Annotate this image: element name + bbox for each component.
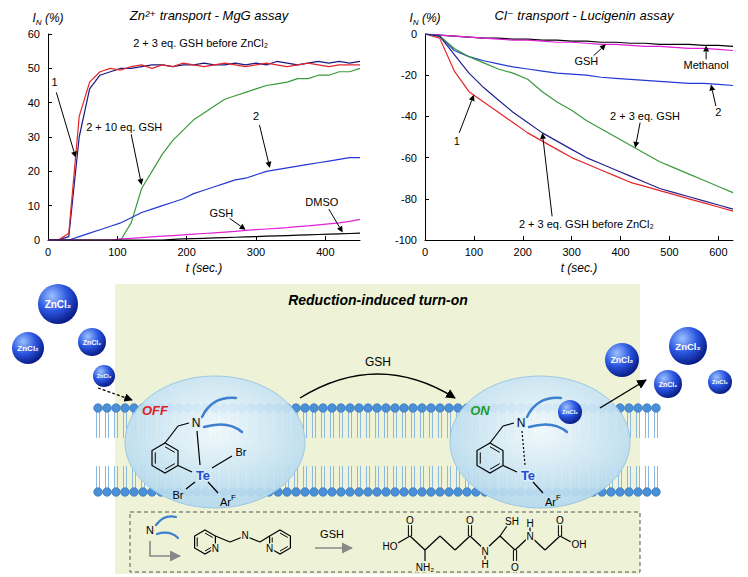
svg-text:2 + 3 eq. GSH: 2 + 3 eq. GSH <box>610 110 680 122</box>
svg-text:Br: Br <box>236 446 247 458</box>
svg-text:GSH: GSH <box>209 207 233 219</box>
svg-text:500: 500 <box>660 246 678 258</box>
svg-text:t (sec.): t (sec.) <box>186 261 223 275</box>
svg-text:(%): (%) <box>419 11 441 25</box>
svg-text:0: 0 <box>34 234 40 246</box>
html-text:IN: IN <box>32 11 42 27</box>
svg-text:50: 50 <box>28 62 40 74</box>
svg-text:O: O <box>511 562 519 573</box>
svg-text:DMSO: DMSO <box>305 196 338 208</box>
svg-text:-80: -80 <box>401 193 417 205</box>
svg-text:300: 300 <box>562 246 580 258</box>
svg-text:2 + 10 eq. GSH: 2 + 10 eq. GSH <box>86 121 162 133</box>
svg-text:ZnCl₂: ZnCl₂ <box>83 339 102 346</box>
svg-text:N: N <box>241 530 248 541</box>
svg-text:ZnCl₂: ZnCl₂ <box>675 341 700 352</box>
svg-text:ZnCl₂: ZnCl₂ <box>45 299 72 310</box>
svg-text:NH₂: NH₂ <box>416 562 434 573</box>
svg-text:ZnCl₂: ZnCl₂ <box>712 379 728 385</box>
svg-text:Methanol: Methanol <box>683 59 728 71</box>
svg-text:GSH: GSH <box>365 355 391 369</box>
svg-text:N: N <box>517 416 526 430</box>
svg-text:GSH: GSH <box>320 528 344 540</box>
svg-text:Cl⁻ transport - Lucigenin assa: Cl⁻ transport - Lucigenin assay <box>495 8 675 23</box>
svg-text:40: 40 <box>28 97 40 109</box>
svg-text:-60: -60 <box>401 152 417 164</box>
svg-text:20: 20 <box>28 165 40 177</box>
svg-text:Te: Te <box>196 468 210 483</box>
svg-text:O: O <box>556 515 564 526</box>
svg-text:H: H <box>481 559 488 570</box>
svg-text:-40: -40 <box>401 110 417 122</box>
svg-text:O: O <box>406 515 414 526</box>
svg-text:N: N <box>146 524 154 536</box>
svg-text:Br: Br <box>173 489 184 501</box>
svg-text:0: 0 <box>411 28 417 40</box>
svg-text:t (sec.): t (sec.) <box>561 261 598 275</box>
svg-text:100: 100 <box>108 246 126 258</box>
svg-text:HO: HO <box>383 541 398 552</box>
svg-text:2 + 3 eq. GSH before ZnCl₂: 2 + 3 eq. GSH before ZnCl₂ <box>133 37 268 49</box>
svg-text:2: 2 <box>253 110 259 122</box>
svg-text:GSH: GSH <box>574 55 598 67</box>
svg-text:OH: OH <box>572 539 587 550</box>
svg-text:ZnCl₂: ZnCl₂ <box>97 373 112 379</box>
svg-text:2: 2 <box>715 106 721 118</box>
svg-text:OFF: OFF <box>142 403 169 418</box>
svg-text:Te: Te <box>521 468 535 483</box>
svg-text:0: 0 <box>45 246 51 258</box>
svg-text:ON: ON <box>470 403 490 418</box>
svg-text:ZnCl₂: ZnCl₂ <box>611 355 634 365</box>
svg-text:O: O <box>466 515 474 526</box>
svg-text:10: 10 <box>28 200 40 212</box>
svg-text:Reduction-induced turn-on: Reduction-induced turn-on <box>288 292 468 308</box>
svg-text:ZnCl₂: ZnCl₂ <box>562 409 578 415</box>
svg-text:100: 100 <box>465 246 483 258</box>
svg-text:200: 200 <box>514 246 532 258</box>
svg-text:60: 60 <box>28 28 40 40</box>
html-text:IN: IN <box>409 11 419 27</box>
svg-text:-100: -100 <box>395 234 417 246</box>
svg-text:400: 400 <box>611 246 629 258</box>
svg-text:300: 300 <box>247 246 265 258</box>
svg-text:600: 600 <box>709 246 727 258</box>
svg-text:200: 200 <box>177 246 195 258</box>
svg-text:SH: SH <box>505 516 519 527</box>
svg-text:N: N <box>192 416 201 430</box>
svg-text:400: 400 <box>316 246 334 258</box>
svg-text:(%): (%) <box>42 11 64 25</box>
svg-text:30: 30 <box>28 131 40 143</box>
svg-text:2 + 3 eq. GSH before ZnCl₂: 2 + 3 eq. GSH before ZnCl₂ <box>519 218 654 230</box>
svg-text:1: 1 <box>51 76 57 88</box>
svg-text:N: N <box>526 531 533 542</box>
svg-text:N: N <box>266 543 273 554</box>
svg-text:ZnCl₂: ZnCl₂ <box>659 381 678 388</box>
svg-text:ZnCl₂: ZnCl₂ <box>17 344 39 353</box>
svg-text:N: N <box>481 546 488 557</box>
svg-text:-20: -20 <box>401 69 417 81</box>
svg-text:Zn²⁺ transport - MgG assay: Zn²⁺ transport - MgG assay <box>129 8 290 23</box>
svg-text:0: 0 <box>422 246 428 258</box>
svg-text:1: 1 <box>454 135 460 147</box>
svg-text:N: N <box>212 543 219 554</box>
svg-text:ArF: ArF <box>545 493 561 509</box>
svg-text:ArF: ArF <box>220 493 236 509</box>
svg-text:H: H <box>526 518 533 529</box>
